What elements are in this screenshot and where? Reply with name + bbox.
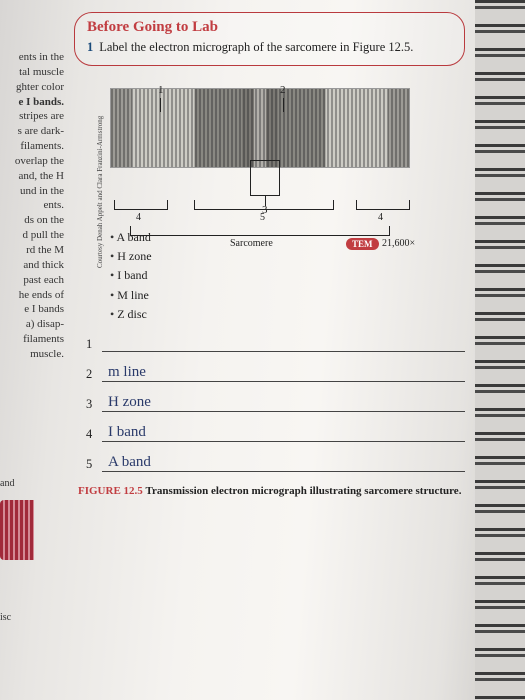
answer-row-3: 3 H zone (86, 394, 465, 412)
cut-line: filaments. (0, 139, 64, 154)
cut-line: rd the M (0, 243, 64, 258)
bracket-4-right (356, 200, 410, 210)
answer-num: 3 (86, 397, 102, 412)
label-4b: 4 (378, 212, 383, 223)
left-cut-text: ents in the tal muscle ghter color e I b… (0, 50, 64, 362)
cut-line: stripes are (0, 109, 64, 124)
answer-line-1[interactable] (102, 334, 465, 352)
label-1: 1 (158, 84, 164, 96)
answer-num: 1 (86, 337, 102, 352)
before-lab-box: Before Going to Lab 1 Label the electron… (74, 12, 465, 66)
cut-line: ds on the (0, 213, 64, 228)
key-item: H zone (110, 247, 465, 266)
figure-credit: Courtesy Denah Appelt and Clara Franzini… (96, 116, 104, 268)
bracket-4-left (114, 200, 168, 210)
cut-line: and thick (0, 258, 64, 273)
answer-row-5: 5 A band (86, 454, 465, 472)
cut-line: ents. (0, 198, 64, 213)
electron-micrograph (110, 88, 410, 168)
cut-line: ghter color (0, 80, 64, 95)
cut-line: he ends of (0, 288, 64, 303)
key-item: Z disc (110, 305, 465, 324)
page-content: ents in the tal muscle ghter color e I b… (0, 0, 525, 509)
cut-line: e I bands (0, 302, 64, 317)
key-item: I band (110, 266, 465, 285)
answer-line-5[interactable]: A band (102, 454, 465, 472)
label-4: 4 (136, 212, 141, 223)
cut-line: overlap the (0, 154, 64, 169)
answer-blanks: 1 2 m line 3 H zone 4 I band 5 A band (86, 334, 465, 472)
side-and: and (0, 478, 40, 489)
answer-line-3[interactable]: H zone (102, 394, 465, 412)
answer-line-4[interactable]: I band (102, 424, 465, 442)
answer-line-2[interactable]: m line (102, 364, 465, 382)
lab-instruction: 1 Label the electron micrograph of the s… (87, 40, 454, 55)
bracket-sarcomere (130, 226, 390, 236)
pointer-1 (160, 98, 161, 112)
sarcomere-label: Sarcomere (230, 238, 273, 249)
instruction-number: 1 (87, 40, 93, 55)
bracket-5 (194, 200, 334, 210)
tem-badge: TEM (346, 238, 379, 250)
magnification: 21,600× (382, 238, 415, 249)
cut-line: tal muscle (0, 65, 64, 80)
cut-line: ents in the (0, 50, 64, 65)
cut-line: past each (0, 273, 64, 288)
answer-num: 5 (86, 457, 102, 472)
cut-line: d pull the (0, 228, 64, 243)
key-item: M line (110, 286, 465, 305)
figure-12-5: Courtesy Denah Appelt and Clara Franzini… (100, 88, 430, 168)
cut-line: s are dark- (0, 124, 64, 139)
before-lab-title: Before Going to Lab (87, 19, 454, 36)
answer-row-2: 2 m line (86, 364, 465, 382)
cut-line: a) disap- (0, 317, 64, 332)
instruction-text: Label the electron micrograph of the sar… (99, 40, 413, 55)
caption-text: Transmission electron micrograph illustr… (146, 485, 462, 497)
answer-num: 4 (86, 427, 102, 442)
answer-row-1: 1 (86, 334, 465, 352)
figure-number: FIGURE 12.5 (78, 485, 143, 497)
label-2: 2 (280, 84, 286, 96)
pointer-2 (283, 98, 284, 112)
figure-caption: FIGURE 12.5 Transmission electron microg… (78, 484, 465, 499)
cut-line: e I bands. (0, 95, 64, 110)
cut-line: and, the H (0, 169, 64, 184)
answer-num: 2 (86, 367, 102, 382)
cut-line: filaments (0, 332, 64, 347)
cut-line: muscle. (0, 347, 64, 362)
muscle-illustration (0, 500, 34, 560)
side-isc: isc (0, 612, 40, 623)
answer-row-4: 4 I band (86, 424, 465, 442)
cut-line: und in the (0, 184, 64, 199)
label-5: 5 (260, 212, 265, 223)
h-zone-box (250, 160, 280, 196)
